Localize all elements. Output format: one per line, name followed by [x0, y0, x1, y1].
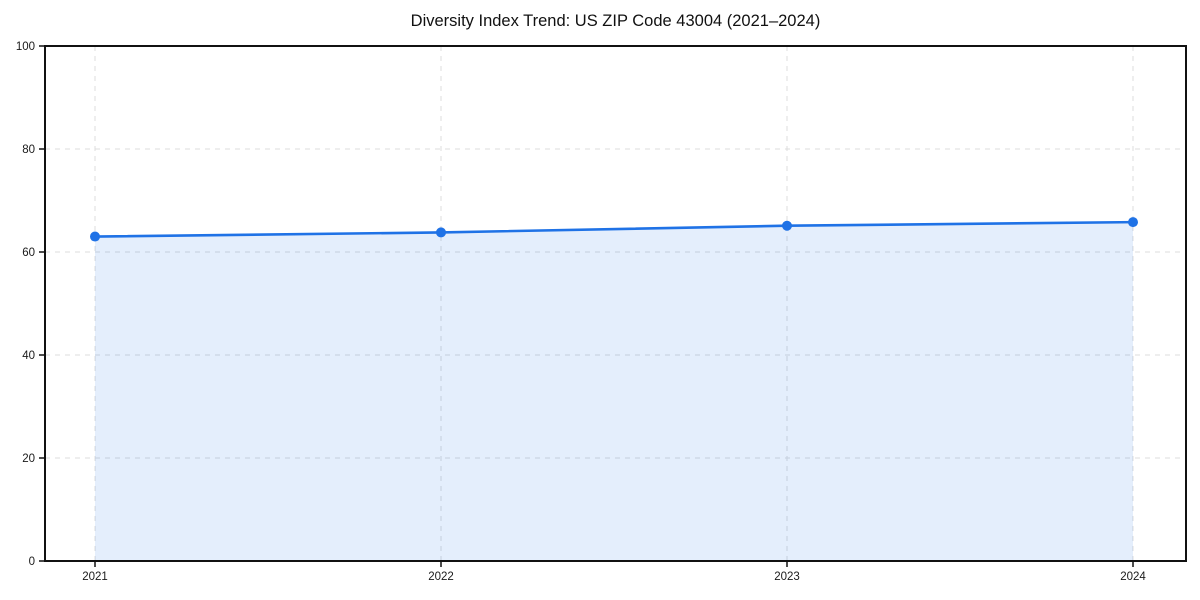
data-point-2022 — [436, 227, 446, 238]
ytick-label-60: 60 — [22, 247, 35, 259]
xtick-label-2021: 2021 — [82, 571, 108, 583]
ytick-label-0: 0 — [29, 556, 35, 568]
data-point-2021 — [90, 231, 100, 242]
data-point-2024 — [1128, 217, 1138, 228]
ytick-label-40: 40 — [22, 350, 35, 362]
xtick-label-2023: 2023 — [774, 571, 800, 583]
ytick-label-20: 20 — [22, 453, 35, 465]
xtick-label-2024: 2024 — [1120, 571, 1146, 583]
xtick-label-2022: 2022 — [428, 571, 454, 583]
chart-title: Diversity Index Trend: US ZIP Code 43004… — [410, 12, 821, 30]
ytick-label-100: 100 — [16, 41, 35, 53]
ytick-label-80: 80 — [22, 144, 35, 156]
data-point-2023 — [782, 220, 792, 231]
series-area — [95, 222, 1133, 561]
series-line — [93, 220, 1135, 238]
plot-frame — [44, 45, 1187, 562]
